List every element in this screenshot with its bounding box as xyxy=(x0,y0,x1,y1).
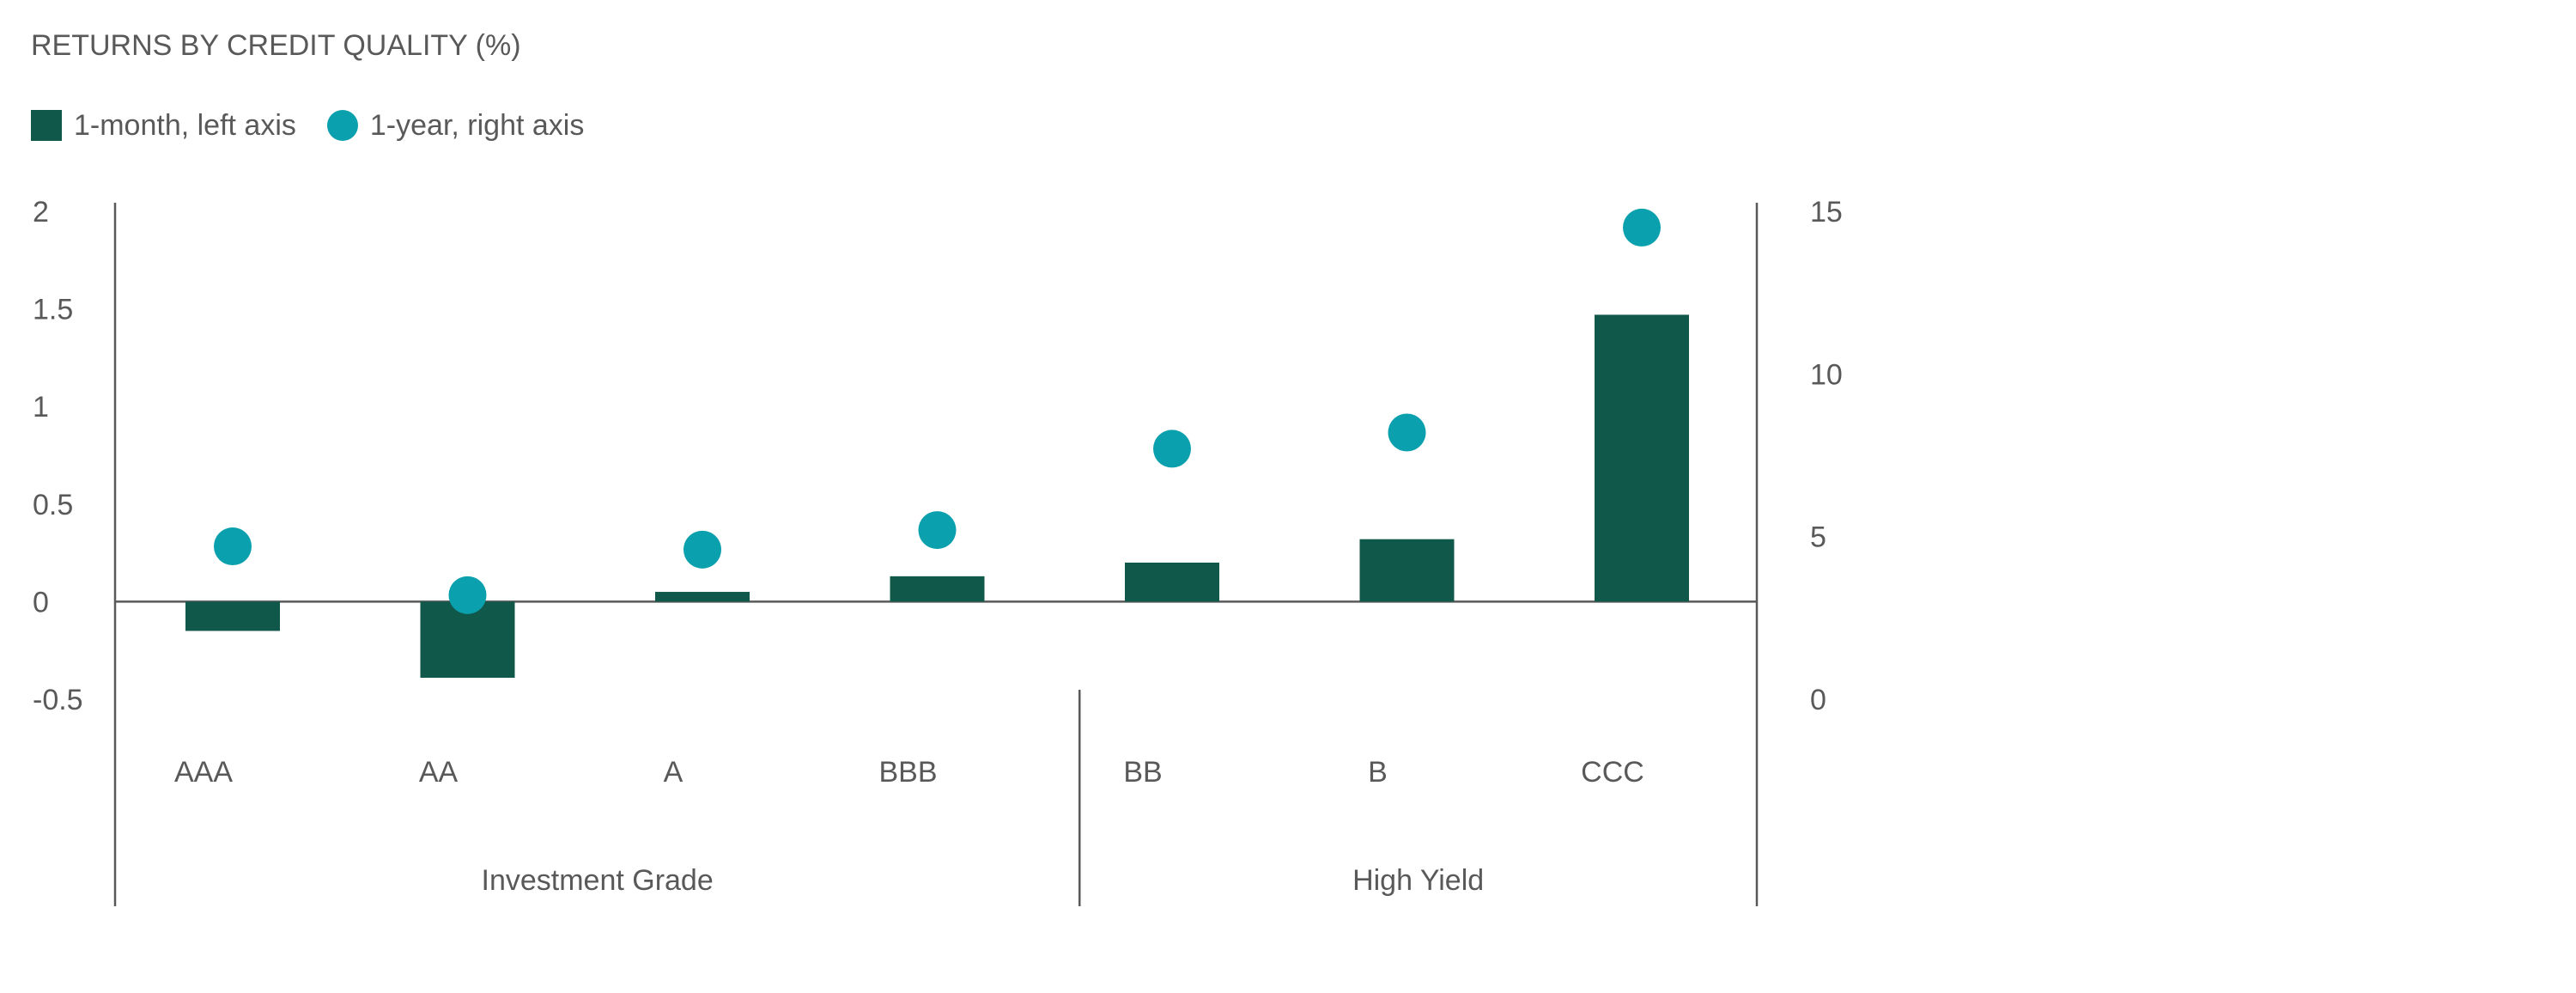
legend: 1-month, left axis 1-year, right axis xyxy=(31,108,615,143)
dot-1-year xyxy=(918,511,957,550)
axes xyxy=(113,203,1759,906)
right-tick-label: 15 xyxy=(1810,196,1843,228)
bar-1-month xyxy=(1595,314,1689,602)
category-label: A xyxy=(664,756,683,789)
dots xyxy=(214,208,1661,614)
group-label: High Yield xyxy=(1352,864,1484,897)
dot-1-year xyxy=(448,576,487,614)
left-tick-label: 0.5 xyxy=(33,489,73,521)
legend-item-1-month: 1-month, left axis xyxy=(31,109,296,143)
bar-1-month xyxy=(655,592,750,602)
category-label: AAA xyxy=(174,756,233,789)
category-label: CCC xyxy=(1581,756,1644,789)
right-tick-label: 0 xyxy=(1810,684,1826,716)
dot-1-year xyxy=(683,530,721,569)
bar-1-month xyxy=(420,601,515,679)
right-tick-label: 10 xyxy=(1810,358,1843,391)
left-tick-label: 1.5 xyxy=(33,294,73,326)
category-label: BBB xyxy=(878,756,937,789)
right-tick-label: 5 xyxy=(1810,521,1826,554)
bar-1-month xyxy=(1359,539,1455,602)
dot-1-year xyxy=(214,527,252,566)
left-tick-label: -0.5 xyxy=(33,684,83,716)
legend-swatch-dot xyxy=(326,110,358,141)
bars xyxy=(185,314,1689,679)
dot-1-year xyxy=(1623,208,1661,247)
legend-item-1-year: 1-year, right axis xyxy=(326,108,585,143)
group-label: Investment Grade xyxy=(482,864,714,897)
legend-label-1-year: 1-year, right axis xyxy=(369,108,585,142)
dot-1-year xyxy=(1153,429,1191,468)
left-tick-label: 2 xyxy=(33,196,49,228)
bar-1-month xyxy=(890,576,985,602)
category-label: AA xyxy=(419,756,459,789)
legend-label-1-month: 1-month, left axis xyxy=(74,108,296,142)
bar-1-month xyxy=(1125,562,1219,602)
chart-title: RETURNS BY CREDIT QUALITY (%) xyxy=(31,29,521,62)
category-label: BB xyxy=(1123,756,1162,789)
dot-1-year xyxy=(1388,413,1426,452)
left-tick-label: 1 xyxy=(33,391,49,423)
category-label: B xyxy=(1368,756,1388,789)
legend-swatch-bar xyxy=(31,110,62,141)
left-tick-label: 0 xyxy=(33,586,49,618)
bar-1-month xyxy=(185,601,280,631)
